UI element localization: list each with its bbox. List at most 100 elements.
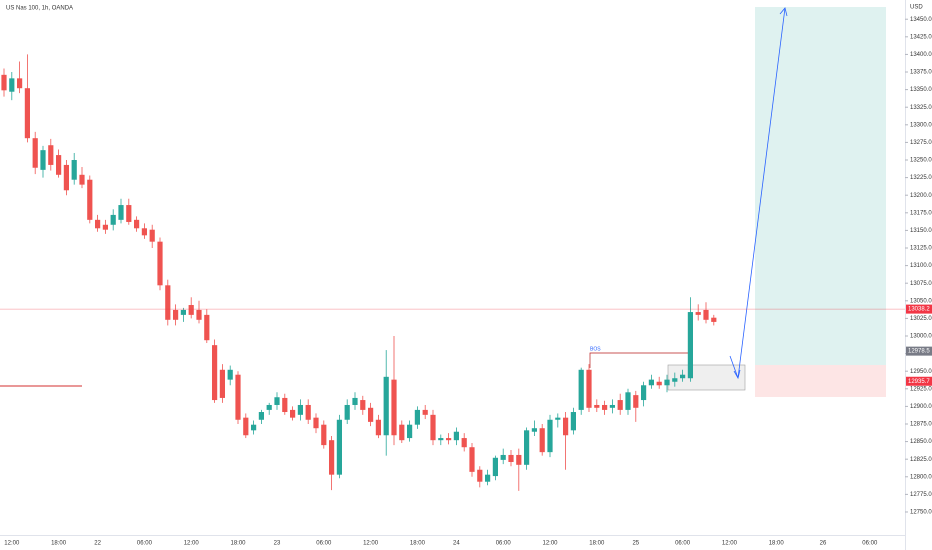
candle-body (524, 430, 530, 465)
y-tick-label: 13425.0 (910, 34, 932, 40)
candle-body (329, 440, 335, 475)
candle-body (321, 424, 327, 446)
y-tick-label: 13175.0 (910, 210, 932, 216)
y-tick-label: 12875.0 (910, 422, 932, 428)
candle-body (695, 312, 701, 315)
candle-body (641, 385, 647, 401)
candle-body (32, 138, 38, 168)
x-tick-label: 06:00 (862, 541, 878, 547)
candle-body (251, 424, 257, 431)
candle-body (17, 78, 23, 89)
x-tick-label: 12:00 (722, 541, 738, 547)
candle-body (399, 424, 405, 441)
y-tick-label: 13375.0 (910, 70, 932, 76)
candle-body (508, 454, 514, 463)
y-tick-label: 12925.0 (910, 386, 932, 392)
y-tick-label: 13450.0 (910, 17, 932, 23)
y-tick-label: 12800.0 (910, 474, 932, 480)
candle-body (703, 309, 709, 320)
y-tick-label: 13025.0 (910, 316, 932, 322)
candle-body (157, 241, 163, 286)
candle-body (500, 454, 506, 460)
y-tick-label: 13050.0 (910, 298, 932, 304)
y-tick-label: 13300.0 (910, 122, 932, 128)
candle-body (118, 205, 124, 220)
candle-body (633, 395, 639, 408)
y-tick-label: 13325.0 (910, 105, 932, 111)
y-tick-label: 12900.0 (910, 404, 932, 410)
candle-body (297, 404, 303, 415)
candle-body (609, 404, 615, 408)
candle-body (664, 379, 670, 386)
y-tick-label: 13275.0 (910, 140, 932, 146)
candle-body (305, 404, 311, 420)
candle-body (219, 369, 225, 398)
candle-body (274, 397, 280, 405)
candle-body (258, 412, 264, 420)
price-marker (906, 376, 932, 386)
arrow-head (733, 369, 741, 380)
x-tick-label: 06:00 (496, 541, 512, 547)
price-marker-label: 12935.7 (908, 379, 930, 385)
candle-body (243, 417, 249, 436)
candle-body (95, 219, 101, 229)
candle-body (687, 312, 693, 379)
candle-body (656, 381, 662, 386)
y-tick-label: 13125.0 (910, 246, 932, 252)
candle-body (79, 174, 85, 185)
candle-body (227, 369, 233, 380)
x-tick-label: 24 (453, 541, 460, 547)
chart-title: US Nas 100, 1h, OANDA (6, 6, 73, 12)
bos-label: BOS (590, 346, 601, 352)
y-tick-label: 13250.0 (910, 158, 932, 164)
candle-body (110, 214, 116, 225)
candle-body (578, 369, 584, 410)
candle-body (352, 397, 358, 405)
y-tick-label: 13100.0 (910, 263, 932, 269)
candle-body (438, 438, 444, 441)
candle-body (282, 397, 288, 413)
y-tick-label: 13350.0 (910, 87, 932, 93)
y-tick-label: 13150.0 (910, 228, 932, 234)
y-tick-label: 13000.0 (910, 334, 932, 340)
candle-body (461, 438, 467, 448)
candle-body (40, 150, 46, 170)
arrow-head (779, 7, 788, 17)
candle-body (141, 228, 147, 236)
candle-body (648, 379, 654, 386)
candle-body (188, 305, 194, 315)
candle-body (87, 179, 93, 220)
candle-body (24, 88, 30, 139)
candle-body (516, 454, 522, 465)
candle-body (149, 229, 155, 242)
x-tick-label: 12:00 (542, 541, 558, 547)
candle-body (344, 404, 350, 420)
y-tick-label: 12850.0 (910, 439, 932, 445)
candle-body (180, 309, 186, 315)
x-tick-label: 23 (274, 541, 281, 547)
candle-body (563, 417, 569, 436)
price-marker-label: 13038.2 (908, 307, 930, 313)
bos-line (589, 352, 690, 368)
candle-body (391, 379, 397, 436)
y-tick-label: 12750.0 (910, 510, 932, 516)
x-tick-label: 18:00 (51, 541, 67, 547)
candle-body (492, 457, 498, 477)
candle-body (360, 400, 366, 410)
candle-body (453, 431, 459, 441)
order-block (667, 364, 746, 391)
price-marker (906, 346, 932, 356)
candle-body (539, 428, 545, 453)
candle-body (71, 160, 77, 180)
candle-body (375, 419, 381, 436)
candle-body (9, 78, 15, 92)
candle-body (204, 314, 210, 341)
candle-body (594, 404, 600, 408)
candle-body (235, 374, 241, 420)
price-marker-label: 12978.5 (908, 349, 930, 355)
candle-body (173, 309, 179, 320)
candle-body (165, 285, 171, 320)
x-tick-label: 26 (820, 541, 827, 547)
